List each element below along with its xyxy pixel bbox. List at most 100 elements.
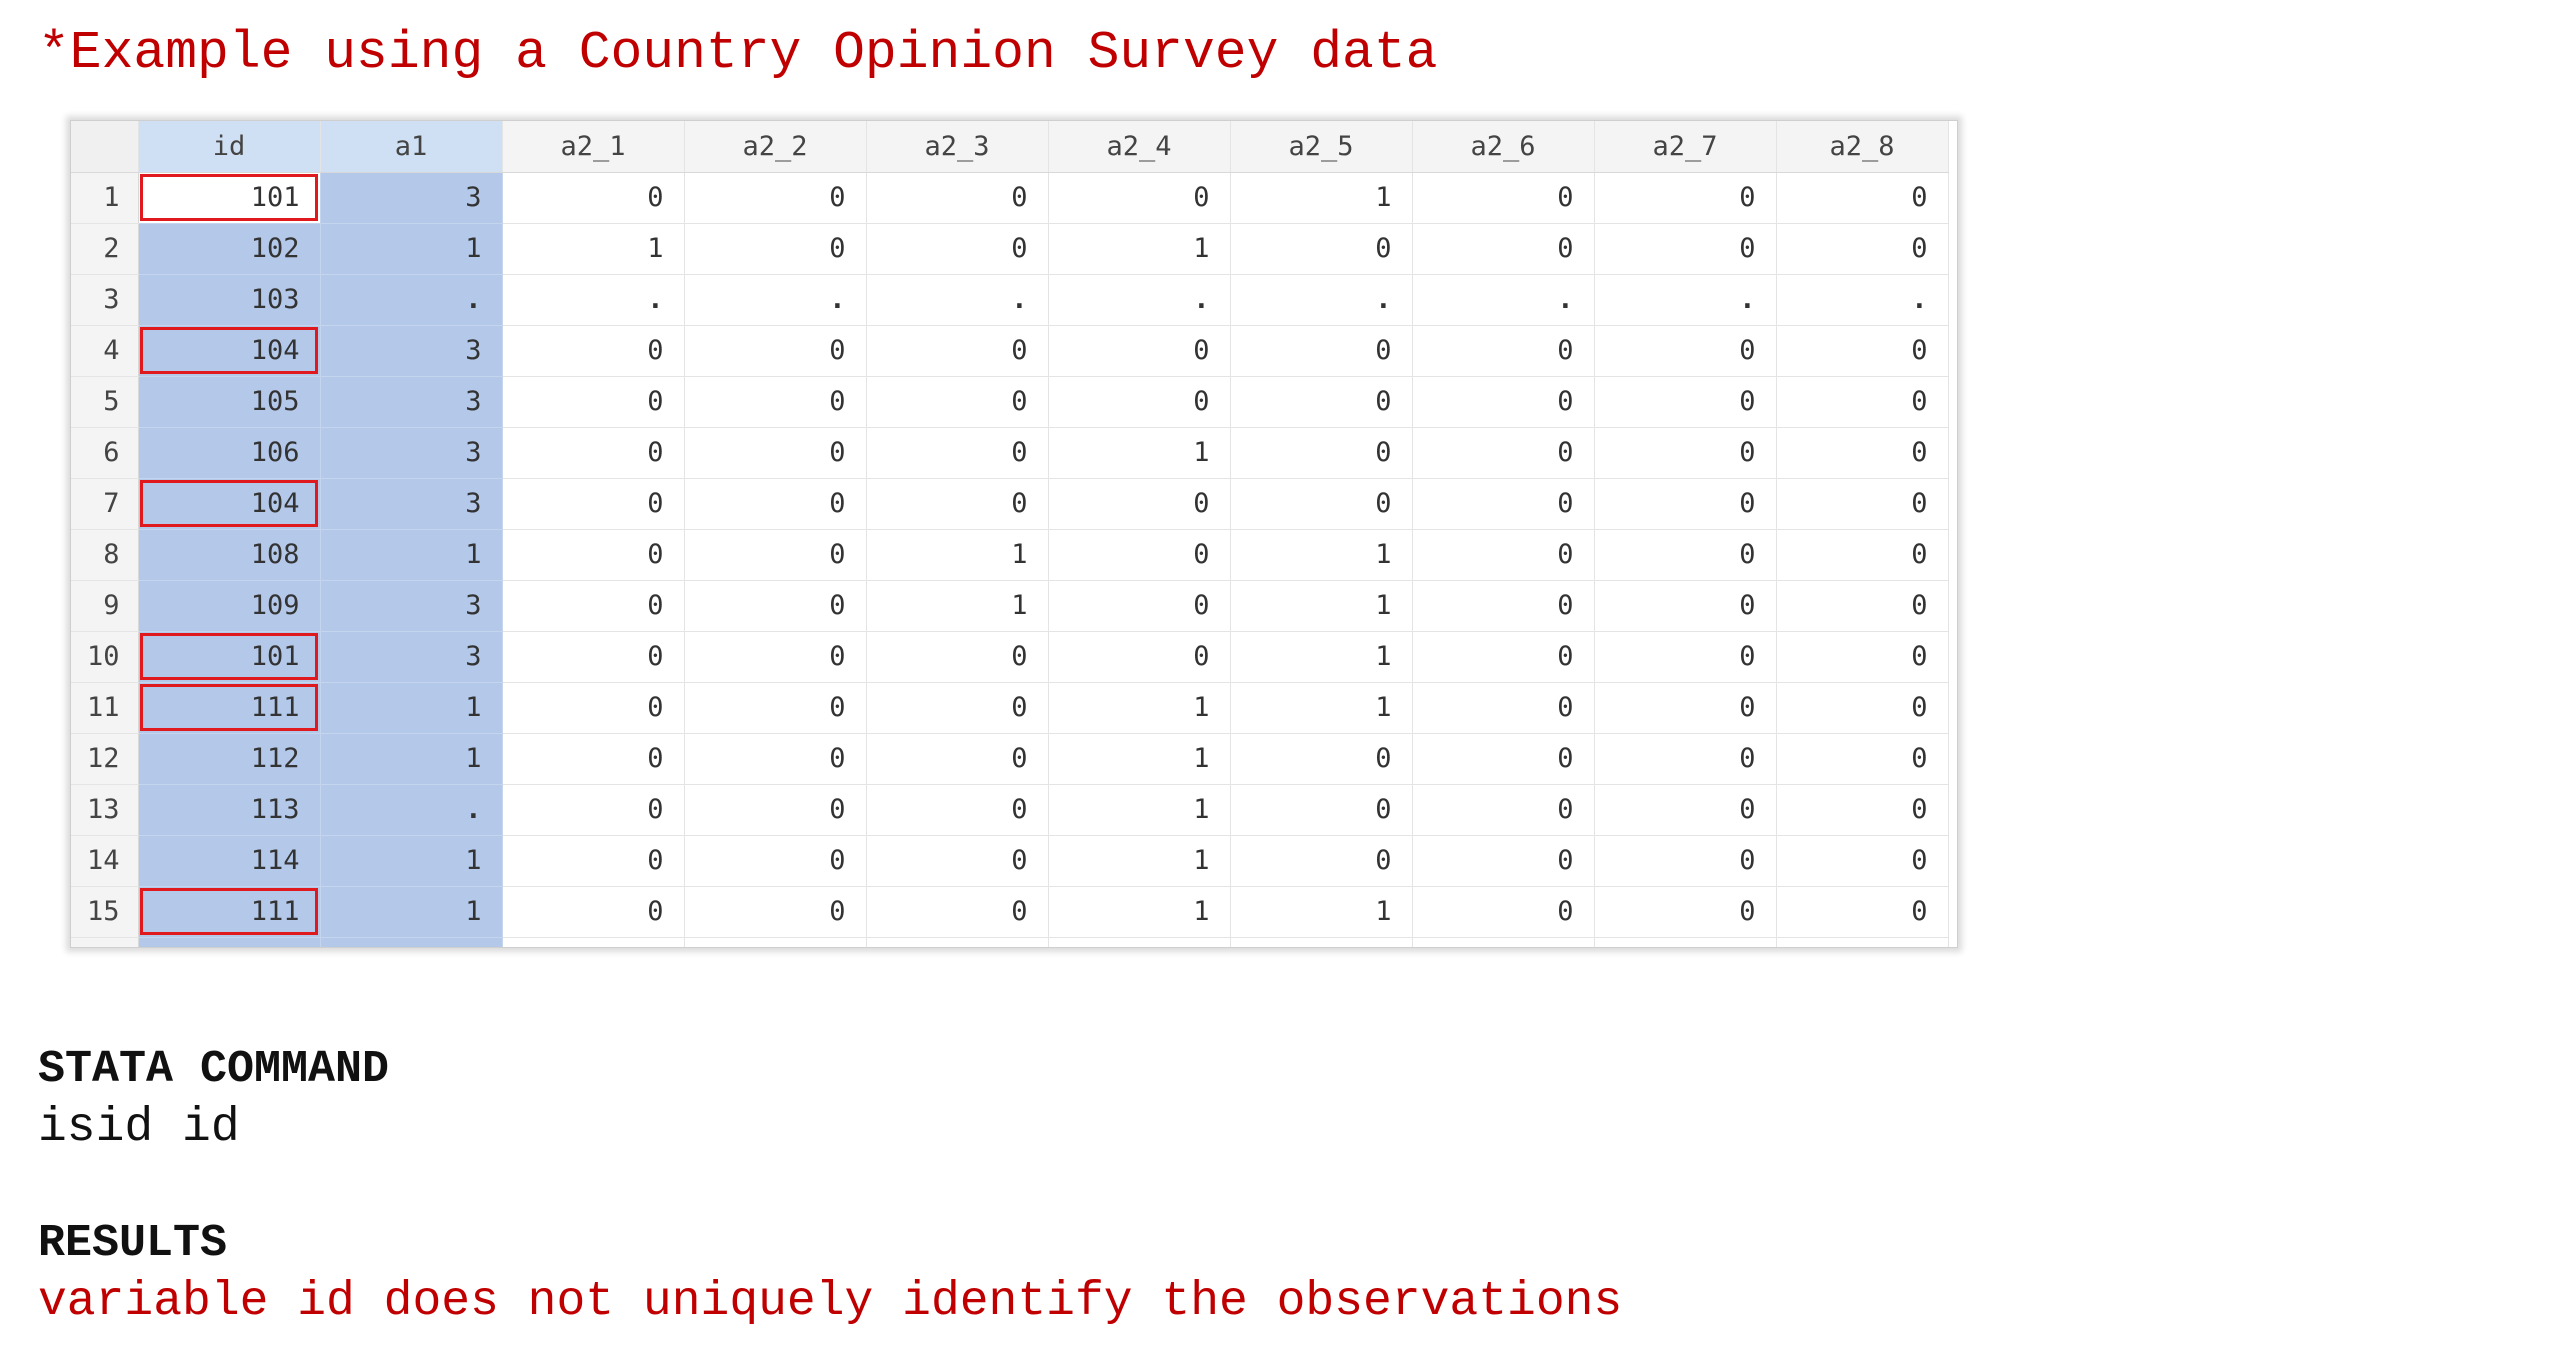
cell-a2-6[interactable]: 0 — [1412, 784, 1595, 836]
cell-a2-7[interactable]: 0 — [1594, 325, 1777, 377]
cell-a2-2[interactable]: 0 — [684, 325, 867, 377]
cell-a1[interactable]: 1 — [320, 835, 503, 887]
column-header-a2-3[interactable]: a2_3 — [866, 121, 1049, 173]
cell-a2-2[interactable]: 0 — [684, 223, 867, 275]
cell-a2-6[interactable]: 0 — [1412, 886, 1595, 938]
cell-a1[interactable]: 1 — [320, 223, 503, 275]
cell-a2-1[interactable]: 0 — [502, 325, 685, 377]
cell-a2-4[interactable]: 0 — [1048, 631, 1231, 683]
row-number[interactable]: 15 — [71, 886, 139, 938]
cell-a2-8[interactable]: 0 — [1776, 886, 1949, 938]
cell-a2-7[interactable]: . — [1594, 274, 1777, 326]
cell-a1[interactable]: 3 — [320, 325, 503, 377]
cell-a1[interactable]: 1 — [320, 733, 503, 785]
cell-a2-3[interactable]: 0 — [866, 478, 1049, 530]
cell-a2-8[interactable]: 0 — [1776, 427, 1949, 479]
row-number[interactable]: 14 — [71, 835, 139, 887]
cell-a2-1[interactable]: 0 — [502, 784, 685, 836]
column-header-a2-8[interactable]: a2_8 — [1776, 121, 1949, 173]
cell-a2-4[interactable]: 0 — [1048, 580, 1231, 632]
cell-a2-4[interactable]: 1 — [1048, 223, 1231, 275]
cell-a2-4[interactable]: 1 — [1048, 427, 1231, 479]
cell-a2-8[interactable]: 0 — [1776, 529, 1949, 581]
row-number[interactable]: 4 — [71, 325, 139, 377]
cell-a2-3[interactable]: 0 — [866, 835, 1049, 887]
cell-a2-1[interactable]: 0 — [502, 631, 685, 683]
cell-a2-7[interactable]: 0 — [1594, 427, 1777, 479]
cell-a2-4[interactable]: 0 — [1048, 172, 1231, 224]
cell-a2-8[interactable]: 0 — [1776, 580, 1949, 632]
cell-id-duplicate[interactable]: 101 — [138, 631, 321, 683]
cell-a2-5[interactable]: 0 — [1230, 427, 1413, 479]
cell-a2-5[interactable]: 0 — [1230, 733, 1413, 785]
cell-a2-2[interactable]: 0 — [684, 427, 867, 479]
cell-a2-6[interactable]: . — [1412, 274, 1595, 326]
column-header-a2-6[interactable]: a2_6 — [1412, 121, 1595, 173]
cell-a2-2[interactable]: 0 — [684, 631, 867, 683]
cell-a1[interactable]: 1 — [320, 682, 503, 734]
row-number[interactable]: 5 — [71, 376, 139, 428]
cell-a2-3[interactable]: 0 — [866, 784, 1049, 836]
cell-a2-2[interactable]: 0 — [684, 733, 867, 785]
cell-a2-6[interactable]: 0 — [1412, 223, 1595, 275]
cell-a2-4[interactable]: 1 — [1048, 784, 1231, 836]
cell-a2-5[interactable]: 0 — [1230, 325, 1413, 377]
cell-a2-4[interactable]: 0 — [1048, 478, 1231, 530]
cell-a2-4[interactable]: 1 — [1048, 886, 1231, 938]
cell-a2-4[interactable]: 0 — [1048, 376, 1231, 428]
cell-a2-8[interactable]: . — [1776, 274, 1949, 326]
cell-a2-3[interactable]: . — [866, 274, 1049, 326]
cell-a2-2[interactable]: 0 — [684, 886, 867, 938]
cell-a2-7[interactable]: 0 — [1594, 529, 1777, 581]
cell-a2-4[interactable]: 0 — [1048, 529, 1231, 581]
cell-a2-2[interactable]: 0 — [684, 682, 867, 734]
cell-id[interactable]: 113 — [138, 784, 321, 836]
row-number[interactable]: 3 — [71, 274, 139, 326]
cell-id[interactable]: 105 — [138, 376, 321, 428]
cell-a1[interactable]: 1 — [320, 529, 503, 581]
cell-id[interactable]: 109 — [138, 580, 321, 632]
cell-a2-5[interactable]: 1 — [1230, 529, 1413, 581]
column-header-a2-7[interactable]: a2_7 — [1594, 121, 1777, 173]
cell-a2-2[interactable]: . — [684, 274, 867, 326]
cell-a2-5[interactable]: 1 — [1230, 580, 1413, 632]
cell-a2-3[interactable]: 0 — [866, 325, 1049, 377]
column-header-a2-5[interactable]: a2_5 — [1230, 121, 1413, 173]
cell-a2-3[interactable]: 0 — [866, 172, 1049, 224]
cell-a2-7[interactable]: 0 — [1594, 376, 1777, 428]
cell-a2-3[interactable]: 1 — [866, 580, 1049, 632]
cell-a2-1[interactable]: 0 — [502, 427, 685, 479]
cell-a2-1[interactable]: 0 — [502, 529, 685, 581]
column-header-a2-2[interactable]: a2_2 — [684, 121, 867, 173]
cell-a2-8[interactable]: 0 — [1776, 784, 1949, 836]
cell-a2-2[interactable]: 0 — [684, 478, 867, 530]
row-number[interactable]: 11 — [71, 682, 139, 734]
cell-a2-5[interactable]: 1 — [1230, 631, 1413, 683]
cell-a2-8[interactable]: 0 — [1776, 733, 1949, 785]
cell-id-duplicate[interactable]: 111 — [138, 886, 321, 938]
cell-a2-2[interactable]: 0 — [684, 529, 867, 581]
cell-a2-1[interactable]: 0 — [502, 682, 685, 734]
cell-a2-8[interactable]: 0 — [1776, 376, 1949, 428]
cell-a2-4[interactable]: 1 — [1048, 733, 1231, 785]
cell-a2-5[interactable]: 0 — [1230, 223, 1413, 275]
cell-a2-7[interactable]: 0 — [1594, 580, 1777, 632]
cell-a2-7[interactable]: 0 — [1594, 478, 1777, 530]
cell-a2-7[interactable]: 0 — [1594, 223, 1777, 275]
row-number[interactable]: 12 — [71, 733, 139, 785]
cell-a2-3[interactable]: 0 — [866, 376, 1049, 428]
cell-a2-6[interactable]: 0 — [1412, 580, 1595, 632]
cell-a1[interactable]: 3 — [320, 580, 503, 632]
cell-a2-7[interactable]: 0 — [1594, 784, 1777, 836]
cell-a2-6[interactable]: 0 — [1412, 733, 1595, 785]
cell-a2-5[interactable]: 1 — [1230, 682, 1413, 734]
cell-id[interactable]: 103 — [138, 274, 321, 326]
column-header-a2-4[interactable]: a2_4 — [1048, 121, 1231, 173]
cell-id[interactable]: 108 — [138, 529, 321, 581]
cell-a1[interactable]: 1 — [320, 886, 503, 938]
column-header-id[interactable]: id — [138, 121, 321, 173]
cell-a2-2[interactable]: 0 — [684, 172, 867, 224]
cell-a2-6[interactable]: 0 — [1412, 478, 1595, 530]
cell-id[interactable]: 102 — [138, 223, 321, 275]
cell-a2-5[interactable]: 1 — [1230, 172, 1413, 224]
